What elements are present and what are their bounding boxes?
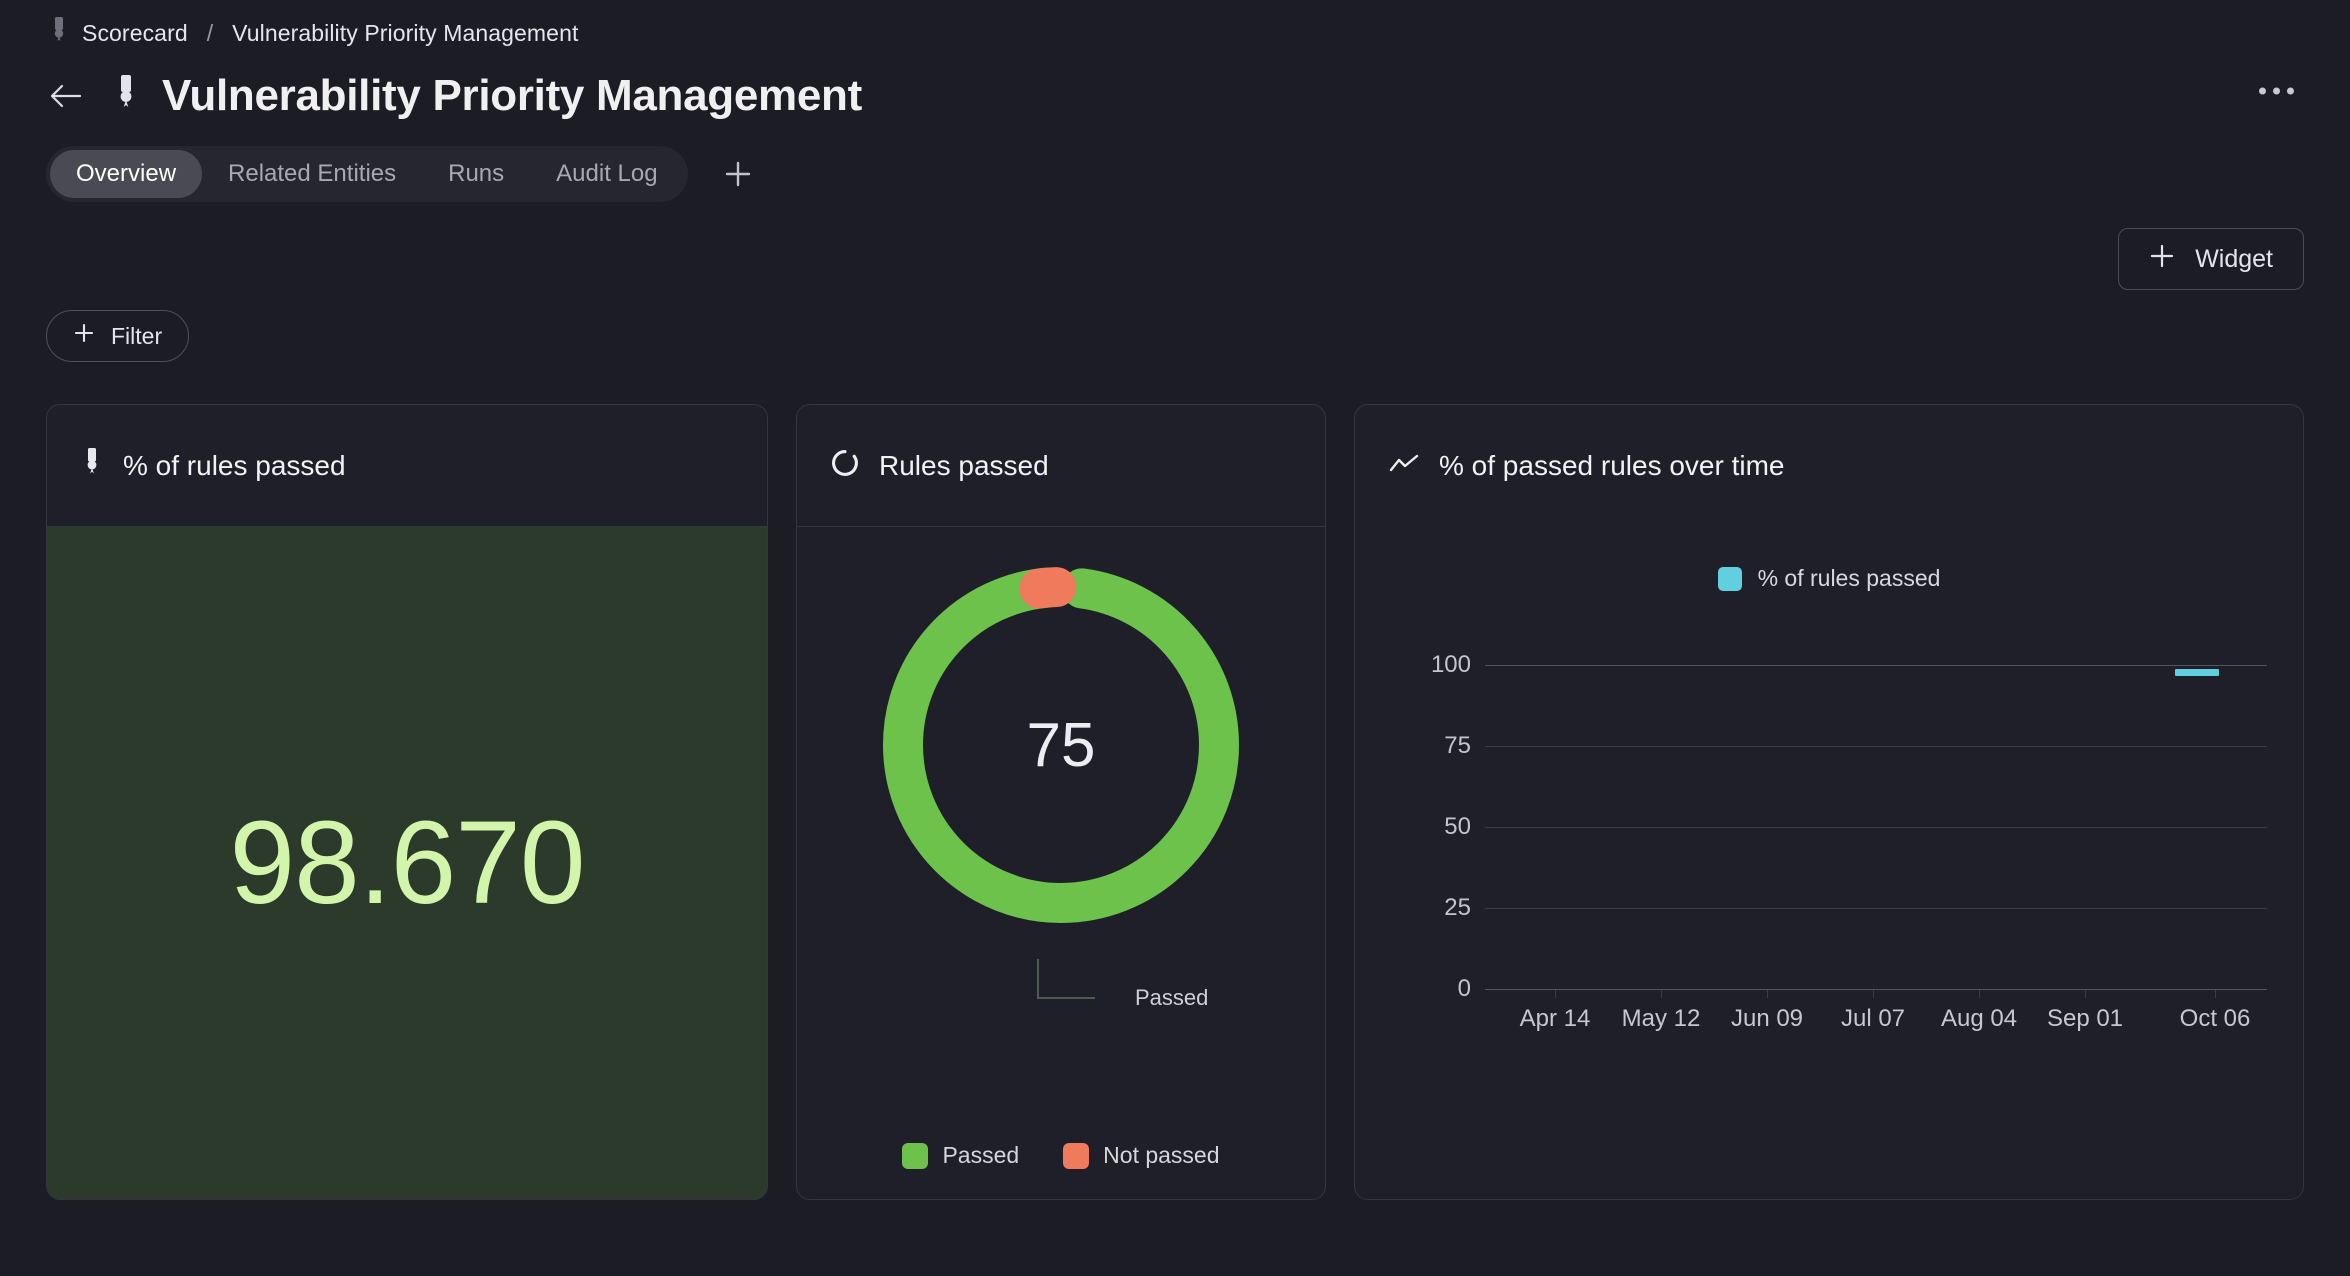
card-body: 75 Passed Passed Not passed — [797, 527, 1325, 1199]
page-header: Vulnerability Priority Management — [0, 52, 2350, 130]
data-point-segment[interactable] — [2175, 669, 2219, 676]
y-tick-label: 25 — [1444, 894, 1471, 921]
add-widget-button[interactable]: Widget — [2118, 228, 2304, 290]
donut-callout: Passed — [1037, 959, 1208, 1010]
widget-card-passed-over-time: % of passed rules over time % of rules p… — [1354, 404, 2304, 1200]
gridline — [1485, 665, 2267, 666]
tab-bar: Overview Related Entities Runs Audit Log — [0, 144, 2350, 204]
gridline — [1485, 908, 2267, 909]
add-widget-label: Widget — [2195, 244, 2273, 273]
add-tab-plus-icon[interactable] — [716, 152, 760, 196]
breadcrumb: Scorecard / Vulnerability Priority Manag… — [0, 0, 2350, 52]
tab-related-entities[interactable]: Related Entities — [202, 150, 422, 198]
legend-swatch-rules-passed — [1717, 566, 1742, 591]
x-tickmark — [2085, 990, 2086, 998]
plus-icon — [2149, 243, 2175, 276]
x-tick-label: Sep 01 — [2046, 1005, 2124, 1032]
card-header: Rules passed — [797, 405, 1325, 527]
card-title: % of rules passed — [123, 449, 346, 481]
x-tickmark — [1979, 990, 1980, 998]
donut-chart: 75 Passed Passed Not passed — [797, 527, 1325, 1199]
y-tick-label: 100 — [1430, 651, 1471, 678]
gridline — [1485, 827, 2267, 828]
axis-line — [1485, 989, 2267, 990]
donut-chart-icon — [831, 449, 859, 482]
x-tickmark — [1661, 990, 1662, 998]
kebab-menu-icon[interactable] — [2247, 76, 2306, 107]
line-chart-icon — [1389, 453, 1419, 480]
tab-label: Related Entities — [228, 160, 397, 187]
breadcrumb-current[interactable]: Vulnerability Priority Management — [232, 19, 579, 46]
add-filter-label: Filter — [111, 322, 163, 349]
widget-card-rules-passed-percent: % of rules passed 98.670 — [46, 404, 768, 1200]
tab-runs[interactable]: Runs — [422, 150, 530, 198]
card-title: % of passed rules over time — [1439, 450, 1785, 481]
widget-actions: Widget — [0, 228, 2350, 294]
x-tick-label: Aug 04 — [1940, 1005, 2018, 1032]
add-filter-button[interactable]: Filter — [46, 310, 190, 362]
legend-label: Passed — [942, 1142, 1020, 1168]
x-tick-label: Jul 07 — [1840, 1005, 1906, 1032]
line-chart-legend[interactable]: % of rules passed — [1355, 565, 2303, 592]
callout-leader-line — [1037, 959, 1095, 999]
plot-area: 100 75 50 25 0 — [1355, 527, 2303, 1199]
widget-card-rules-passed: Rules passed 75 Passed — [796, 404, 1326, 1200]
donut-graphic: 75 — [861, 545, 1261, 945]
legend-swatch-passed — [902, 1142, 929, 1169]
tab-overview[interactable]: Overview — [50, 150, 203, 198]
callout-label: Passed — [1135, 985, 1209, 1010]
page-title: Vulnerability Priority Management — [162, 71, 862, 120]
x-tick-label: Apr 14 — [1519, 1005, 1591, 1032]
legend-label: % of rules passed — [1757, 565, 1941, 591]
legend-item-not-passed[interactable]: Not passed — [1063, 1142, 1220, 1169]
tab-group: Overview Related Entities Runs Audit Log — [46, 146, 688, 202]
tab-label: Overview — [76, 160, 177, 187]
medal-icon — [81, 448, 103, 483]
metric-value: 98.670 — [229, 797, 586, 929]
tab-label: Audit Log — [556, 160, 658, 187]
plus-icon — [73, 322, 95, 350]
card-title: Rules passed — [879, 449, 1049, 481]
breadcrumb-separator: / — [206, 19, 214, 46]
donut-center-value: 75 — [1026, 710, 1096, 780]
metric-panel: 98.670 — [47, 527, 767, 1199]
card-body: % of rules passed 100 75 50 25 0 — [1355, 527, 2303, 1199]
x-tickmark — [1873, 990, 1874, 998]
x-tick-label: Oct 06 — [2179, 1005, 2251, 1032]
y-tick-label: 50 — [1444, 813, 1471, 840]
tab-audit-log[interactable]: Audit Log — [530, 150, 683, 198]
breadcrumb-root[interactable]: Scorecard — [82, 19, 188, 46]
legend-label: Not passed — [1103, 1142, 1220, 1168]
card-header: % of passed rules over time — [1355, 405, 2303, 527]
x-tickmark — [1767, 990, 1768, 998]
x-tick-label: May 12 — [1621, 1005, 1701, 1032]
x-tick-label: Jun 09 — [1730, 1005, 1804, 1032]
legend-item-passed[interactable]: Passed — [902, 1142, 1019, 1169]
y-tick-label: 75 — [1444, 732, 1471, 759]
x-tickmark — [1555, 990, 1556, 998]
medal-icon — [48, 16, 70, 50]
card-header: % of rules passed — [47, 405, 767, 527]
arrow-left-icon[interactable] — [44, 74, 88, 118]
legend-swatch-not-passed — [1063, 1142, 1090, 1169]
donut-legend: Passed Not passed — [797, 1142, 1325, 1169]
medal-icon — [112, 74, 140, 118]
filter-bar: Filter — [0, 310, 2350, 372]
card-body: 98.670 — [47, 527, 767, 1199]
line-chart: % of rules passed 100 75 50 25 0 — [1355, 527, 2303, 1199]
x-tickmark — [2215, 990, 2216, 998]
gridline — [1485, 746, 2267, 747]
tab-label: Runs — [448, 160, 505, 187]
y-tick-label: 0 — [1457, 975, 1471, 1002]
donut-svg — [883, 567, 1239, 923]
widget-grid: % of rules passed 98.670 Rules passed — [0, 404, 2350, 1200]
